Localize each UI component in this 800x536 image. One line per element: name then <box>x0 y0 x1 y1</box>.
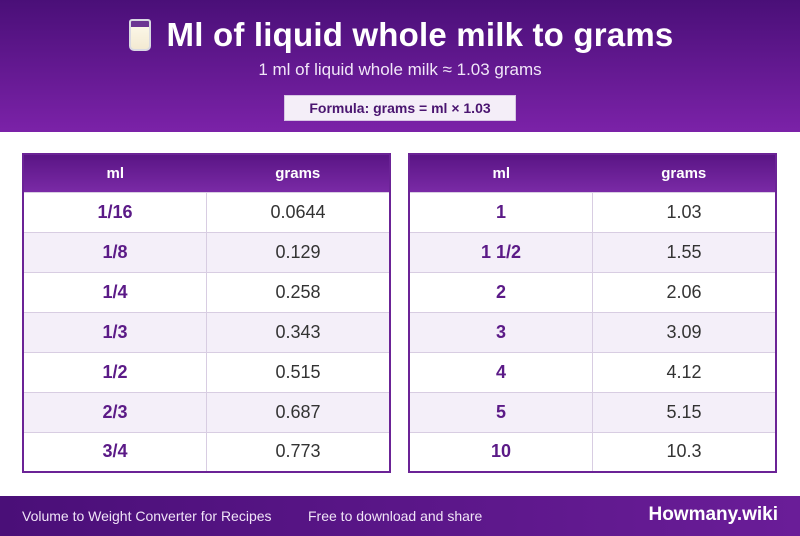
table-row: 1 1/2 1.55 <box>409 231 776 272</box>
grams-cell: 0.773 <box>206 431 390 472</box>
table-row: 10 10.3 <box>409 431 776 472</box>
column-header-ml: ml <box>409 154 593 192</box>
conversion-table-right: ml grams 1 1.03 1 1/2 1.55 2 2.06 3 3.09… <box>408 153 777 473</box>
title-row: Ml of liquid whole milk to grams <box>0 14 800 56</box>
table-row: 1/8 0.129 <box>23 231 390 272</box>
table-row: 3/4 0.773 <box>23 431 390 472</box>
table-row: 5 5.15 <box>409 391 776 432</box>
grams-cell: 1.55 <box>592 231 776 272</box>
grams-cell: 10.3 <box>592 431 776 472</box>
table-header-row: ml grams <box>409 154 776 192</box>
table-row: 1/3 0.343 <box>23 311 390 352</box>
column-header-grams: grams <box>206 154 390 192</box>
brand-logo[interactable]: Howmany.wiki <box>648 504 778 525</box>
footer-tagline: Volume to Weight Converter for Recipes <box>22 508 272 524</box>
table-row: 3 3.09 <box>409 311 776 352</box>
table-row: 2/3 0.687 <box>23 391 390 432</box>
grams-cell: 1.03 <box>592 191 776 232</box>
grams-cell: 0.343 <box>206 311 390 352</box>
table-row: 1/16 0.0644 <box>23 191 390 232</box>
ml-cell: 1/16 <box>23 191 207 232</box>
grams-cell: 0.0644 <box>206 191 390 232</box>
column-header-grams: grams <box>592 154 776 192</box>
grams-cell: 0.687 <box>206 391 390 432</box>
ml-cell: 4 <box>409 351 593 392</box>
column-header-ml: ml <box>23 154 207 192</box>
ml-cell: 3 <box>409 311 593 352</box>
grams-cell: 0.515 <box>206 351 390 392</box>
ml-cell: 1/8 <box>23 231 207 272</box>
ml-cell: 1/2 <box>23 351 207 392</box>
milk-glass-icon <box>127 17 153 53</box>
ml-cell: 2 <box>409 271 593 312</box>
page-title: Ml of liquid whole milk to grams <box>166 16 674 53</box>
grams-cell: 5.15 <box>592 391 776 432</box>
grams-cell: 0.129 <box>206 231 390 272</box>
table-header-row: ml grams <box>23 154 390 192</box>
footer-share-text: Free to download and share <box>308 508 483 524</box>
footer-bar: Volume to Weight Converter for Recipes F… <box>0 496 800 536</box>
ml-cell: 1/3 <box>23 311 207 352</box>
grams-cell: 0.258 <box>206 271 390 312</box>
table-row: 1/2 0.515 <box>23 351 390 392</box>
formula-box: Formula: grams = ml × 1.03 <box>284 95 516 121</box>
conversion-table-left: ml grams 1/16 0.0644 1/8 0.129 1/4 0.258… <box>22 153 391 473</box>
table-row: 2 2.06 <box>409 271 776 312</box>
table-row: 1 1.03 <box>409 191 776 232</box>
ml-cell: 1/4 <box>23 271 207 312</box>
grams-cell: 3.09 <box>592 311 776 352</box>
table-row: 4 4.12 <box>409 351 776 392</box>
grams-cell: 2.06 <box>592 271 776 312</box>
page-subtitle: 1 ml of liquid whole milk ≈ 1.03 grams <box>258 60 542 79</box>
ml-cell: 1 <box>409 191 593 232</box>
ml-cell: 1 1/2 <box>409 231 593 272</box>
ml-cell: 2/3 <box>23 391 207 432</box>
table-row: 1/4 0.258 <box>23 271 390 312</box>
ml-cell: 3/4 <box>23 431 207 472</box>
header-banner: Ml of liquid whole milk to grams 1 ml of… <box>0 0 800 132</box>
ml-cell: 10 <box>409 431 593 472</box>
ml-cell: 5 <box>409 391 593 432</box>
grams-cell: 4.12 <box>592 351 776 392</box>
